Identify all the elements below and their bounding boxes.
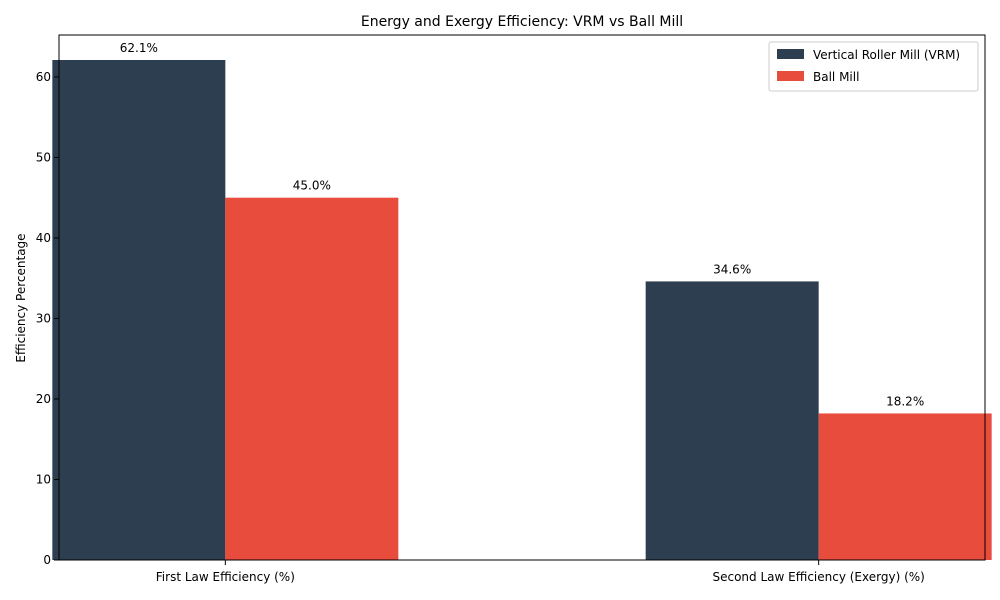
bar-vrm-1	[645, 281, 819, 560]
bar-ball-mill-0	[225, 197, 399, 560]
legend-swatch	[777, 71, 804, 81]
legend-label: Vertical Roller Mill (VRM)	[813, 48, 960, 62]
y-tick-label: 10	[36, 472, 51, 486]
x-axis: First Law Efficiency (%) Second Law Effic…	[156, 560, 925, 584]
y-tick-label: 20	[36, 392, 51, 406]
x-tick-label: First Law Efficiency (%)	[156, 570, 295, 584]
legend-swatch	[777, 49, 804, 59]
y-axis: 0 10 20 30 40 50 60	[36, 70, 59, 567]
legend-label: Ball Mill	[813, 70, 859, 84]
bars-group	[52, 60, 992, 560]
bar-vrm-0	[52, 60, 226, 560]
data-label: 62.1%	[120, 41, 158, 55]
y-axis-title: Efficiency Percentage	[14, 233, 28, 362]
data-label: 18.2%	[886, 394, 924, 408]
y-tick-label: 0	[43, 553, 51, 567]
plot-frame	[58, 34, 986, 561]
chart-title: Energy and Exergy Efficiency: VRM vs Bal…	[361, 14, 683, 30]
data-label: 34.6%	[713, 262, 751, 276]
legend: Vertical Roller Mill (VRM) Ball Mill	[768, 41, 979, 92]
y-tick-label: 30	[36, 311, 51, 325]
y-tick-label: 60	[36, 70, 51, 84]
data-label: 45.0%	[293, 179, 331, 193]
y-tick-label: 40	[36, 231, 51, 245]
legend-frame	[768, 41, 979, 92]
x-tick-label: Second Law Efficiency (Exergy) (%)	[712, 570, 924, 584]
y-tick-label: 50	[36, 150, 51, 164]
data-labels-group: 62.1% 45.0% 34.6% 18.2%	[120, 41, 924, 408]
bar-ball-mill-1	[818, 413, 992, 560]
